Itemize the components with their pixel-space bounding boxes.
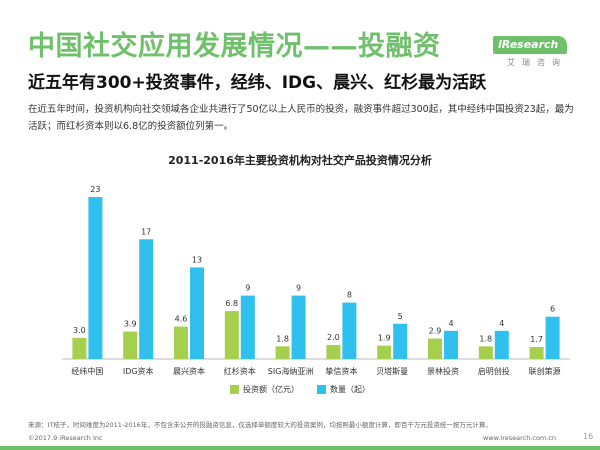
data-label-amount: 3.9	[124, 320, 137, 329]
x-tick-label: 红杉资本	[224, 366, 256, 376]
legend-label-amount: 投资额（亿元）	[243, 385, 299, 394]
bar-amount	[428, 338, 442, 359]
x-tick-label: IDG资本	[123, 366, 154, 376]
data-label-amount: 1.8	[479, 334, 492, 343]
bar-amount	[224, 311, 239, 359]
legend-swatch-count	[317, 385, 326, 394]
data-label-count: 6	[550, 305, 555, 314]
summary-text: 在近五年时间，投资机构向社交领域各企业共进行了50亿以上人民币的投资，融资事件超…	[28, 104, 574, 132]
data-label-amount: 6.8	[225, 299, 238, 308]
bar-count	[494, 330, 509, 359]
chart-title: 2011-2016年主要投资机构对社交产品投资情况分析	[168, 154, 432, 167]
legend-item-count: 数量（起）	[317, 384, 370, 395]
copyright: ©2017.9 iResearch Inc	[28, 434, 103, 442]
bar-count	[139, 239, 154, 359]
data-label-count: 13	[192, 255, 202, 264]
x-tick-label: SIG海纳亚洲	[268, 366, 314, 376]
legend-label-count: 数量（起）	[330, 385, 370, 394]
data-label-amount: 1.8	[276, 334, 289, 343]
data-label-count: 4	[499, 319, 504, 328]
iresearch-logo: iResearch 艾瑞咨询	[493, 36, 573, 68]
source-note: 来源：IT桔子，时间维度为2011-2016年，不包含未公开的投融资信息，仅选择…	[28, 421, 492, 429]
bar-amount	[123, 331, 138, 359]
bar-count	[190, 267, 204, 359]
x-tick-label: 贝塔斯曼	[376, 366, 408, 376]
bar-count	[88, 197, 103, 359]
legend-swatch-amount	[230, 385, 239, 394]
data-label-count: 17	[141, 227, 151, 236]
chart-legend: 投资额（亿元） 数量（起）	[0, 384, 600, 395]
bar-amount	[275, 346, 290, 359]
x-tick-label: 经纬中国	[71, 366, 103, 376]
bar-amount	[72, 337, 87, 359]
data-label-amount: 3.0	[73, 326, 86, 335]
bar-amount	[174, 326, 188, 359]
logo-mark: iResearch	[493, 36, 567, 54]
bar-amount	[377, 345, 392, 359]
x-tick-label: 晨兴资本	[173, 366, 205, 376]
bar-count	[444, 330, 458, 359]
website-url: www.iresearch.com.cn	[483, 434, 557, 442]
bar-count	[393, 323, 408, 359]
data-label-amount: 2.9	[429, 327, 442, 336]
x-tick-label: 景林投资	[427, 366, 459, 376]
logo-chinese-name: 艾瑞咨询	[507, 58, 567, 67]
data-label-count: 23	[90, 185, 100, 194]
page-number: 16	[583, 432, 594, 441]
data-label-count: 4	[448, 319, 453, 328]
x-tick-label: 启明创投	[478, 366, 510, 376]
legend-item-amount: 投资额（亿元）	[230, 384, 299, 395]
bar-amount	[478, 346, 493, 359]
data-label-amount: 4.6	[175, 315, 188, 324]
data-label-amount: 2.0	[327, 333, 340, 342]
headline: 近五年有300+投资事件，经纬、IDG、晨兴、红杉最为活跃	[28, 73, 487, 93]
data-label-count: 9	[296, 284, 301, 293]
page-title: 中国社交应用发展情况——投融资	[28, 31, 441, 62]
bottom-accent-bar	[0, 446, 600, 450]
data-label-count: 9	[245, 284, 250, 293]
x-tick-label: 联创策源	[529, 366, 561, 376]
x-tick-label: 挚信资本	[325, 366, 357, 376]
data-label-count: 5	[398, 312, 403, 321]
data-label-amount: 1.7	[530, 335, 543, 344]
data-label-amount: 1.9	[378, 334, 391, 343]
bar-count	[240, 295, 255, 359]
data-label-count: 8	[347, 291, 352, 300]
bar-count	[342, 302, 357, 359]
bar-count	[545, 316, 560, 359]
bar-count	[291, 295, 306, 359]
bar-amount	[326, 344, 341, 359]
bar-amount	[529, 347, 544, 359]
